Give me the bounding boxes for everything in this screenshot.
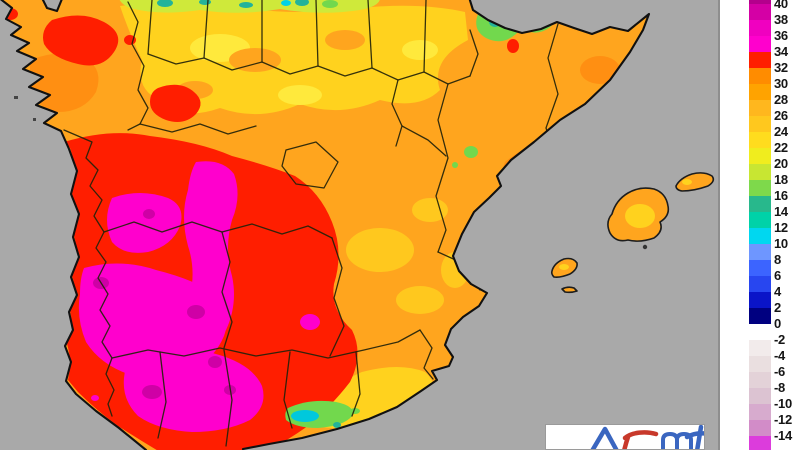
- legend-value-label: 16: [774, 188, 788, 203]
- legend-value-label: 20: [774, 156, 788, 171]
- province-borders: [63, 0, 611, 447]
- logo-letter-e: [622, 430, 659, 449]
- legend-color-segment: [749, 180, 771, 196]
- aemet-logo-letters: [590, 425, 704, 449]
- legend-value-label: -12: [774, 412, 792, 427]
- legend-color-segment: [749, 116, 771, 132]
- legend-value-label: 22: [774, 140, 788, 155]
- legend-value-label: 18: [774, 172, 788, 187]
- legend-color-segment: [749, 164, 771, 180]
- balearic-islands: [14, 96, 715, 294]
- legend-color-segment: [749, 52, 771, 68]
- legend-value-label: 38: [774, 12, 788, 27]
- sierra-nevada-cold-spot: [285, 400, 360, 428]
- legend-color-segment: [749, 404, 771, 420]
- legend-color-segment: [749, 244, 771, 260]
- formentera-island: [561, 286, 578, 294]
- legend-color-segment: [749, 196, 771, 212]
- legend-value-label: 12: [774, 220, 788, 235]
- legend-color-segment: [749, 356, 771, 372]
- legend-color-segment: [749, 308, 771, 324]
- logo-letter-t: [684, 425, 704, 449]
- legend-color-segment: [749, 100, 771, 116]
- legend-value-label: -2: [774, 332, 785, 347]
- logo-letter-a: [590, 426, 619, 449]
- legend-value-label: 40: [774, 0, 788, 11]
- legend-lower-bar: [749, 340, 771, 450]
- legend-color-segment: [749, 372, 771, 388]
- legend-color-segment: [749, 436, 771, 450]
- legend-color-segment: [749, 36, 771, 52]
- legend-color-segment: [749, 212, 771, 228]
- logo-letter-m: [661, 432, 693, 449]
- legend-value-label: 10: [774, 236, 788, 251]
- legend-color-segment: [749, 148, 771, 164]
- legend-color-segment: [749, 276, 771, 292]
- cabrera-islet: [642, 244, 648, 250]
- legend-color-segment: [749, 292, 771, 308]
- legend-value-label: 0: [774, 316, 781, 331]
- galicia-islet: [33, 118, 36, 121]
- legend-color-segment: [749, 4, 771, 20]
- legend-value-label: -14: [774, 428, 792, 443]
- legend-value-label: 32: [774, 60, 788, 75]
- temperature-scale: 40 38 36 34 32 30 28 26 24 22 20 18 16 14 12 10 8 6 4 2 0 -2…: [718, 0, 800, 450]
- legend-value-label: -8: [774, 380, 785, 395]
- legend-value-label: 26: [774, 108, 788, 123]
- legend-value-label: 6: [774, 268, 781, 283]
- legend-upper-bar: [749, 0, 771, 324]
- legend-color-segment: [749, 20, 771, 36]
- legend-value-label: 36: [774, 28, 788, 43]
- legend-color-segment: [749, 228, 771, 244]
- legend-color-segment: [749, 388, 771, 404]
- legend-value-label: 14: [774, 204, 788, 219]
- legend-value-label: 2: [774, 300, 781, 315]
- menorca-island: [675, 172, 715, 192]
- legend-color-segment: [749, 340, 771, 356]
- legend-color-segment: [749, 0, 771, 4]
- legend-color-segment: [749, 132, 771, 148]
- legend-color-segment: [749, 68, 771, 84]
- legend-value-label: 34: [774, 44, 788, 59]
- legend-color-segment: [749, 84, 771, 100]
- legend-value-label: -4: [774, 348, 785, 363]
- legend-value-label: 28: [774, 92, 788, 107]
- galicia-islet: [14, 96, 18, 99]
- spain-temperature-map: [0, 0, 715, 450]
- legend-color-segment: [749, 260, 771, 276]
- legend-value-label: -6: [774, 364, 785, 379]
- aemet-logo: [545, 424, 705, 450]
- legend-value-label: 30: [774, 76, 788, 91]
- legend-value-label: 4: [774, 284, 781, 299]
- legend-color-segment: [749, 420, 771, 436]
- coastline: [0, 0, 651, 450]
- legend-value-label: 24: [774, 124, 788, 139]
- legend-value-label: -10: [774, 396, 792, 411]
- legend-value-label: 8: [774, 252, 781, 267]
